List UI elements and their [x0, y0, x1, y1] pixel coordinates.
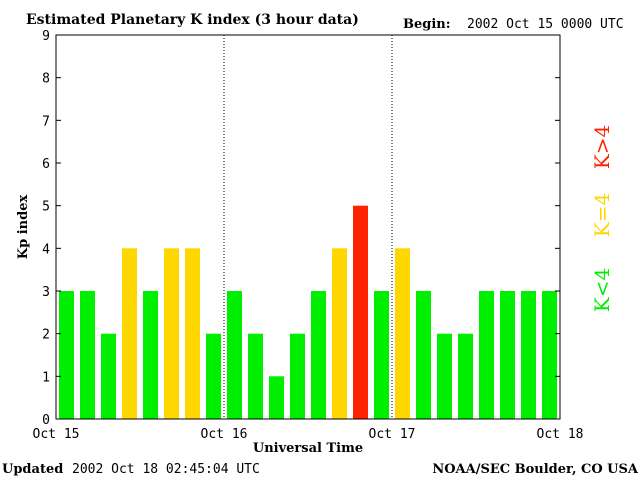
kp-bar: [332, 248, 347, 419]
kp-bar: [353, 205, 368, 419]
legend-high: K>4: [590, 125, 614, 169]
y-tick-label: 0: [42, 413, 50, 428]
kp-bar: [248, 333, 263, 419]
x-tick-label: Oct 15: [33, 427, 80, 442]
kp-bar: [416, 291, 431, 419]
y-axis-ticks: 0 1 2 3 4 5 6 7 8 9: [42, 29, 560, 428]
day-separators: [223, 35, 393, 419]
x-axis-title: Universal Time: [253, 441, 363, 456]
kp-bar: [185, 248, 200, 419]
y-tick-label: 5: [42, 200, 50, 215]
kp-bar: [80, 291, 95, 419]
y-tick-label: 8: [42, 72, 50, 87]
y-tick-label: 6: [42, 157, 50, 172]
x-axis-ticks: Oct 15 Oct 16 Oct 17 Oct 18: [33, 427, 584, 442]
plot-frame: [55, 34, 561, 420]
x-tick-label: Oct 17: [369, 427, 416, 442]
y-tick-label: 9: [42, 29, 50, 44]
kp-bar: [143, 291, 158, 419]
kp-bar: [395, 248, 410, 419]
y-tick-label: 1: [42, 370, 50, 385]
kp-bar: [479, 291, 494, 419]
kp-bar: [269, 376, 284, 419]
kp-bar: [290, 333, 305, 419]
source-credit: NOAA/SEC Boulder, CO USA: [432, 462, 639, 477]
x-tick-label: Oct 18: [537, 427, 584, 442]
y-tick-label: 7: [42, 114, 50, 129]
kp-bar: [542, 291, 557, 419]
y-axis-title: Kp index: [16, 195, 31, 260]
legend-low: K<4: [590, 268, 614, 312]
kp-bar: [374, 291, 389, 419]
bar-series: [59, 205, 557, 419]
legend-equal: K=4: [590, 193, 614, 237]
kp-bar: [59, 291, 74, 419]
kp-bar: [437, 333, 452, 419]
kp-bar: [164, 248, 179, 419]
y-tick-label: 4: [42, 242, 50, 257]
kp-bar: [521, 291, 536, 419]
kp-bar: [227, 291, 242, 419]
begin-label: Begin:: [403, 17, 451, 32]
y-tick-label: 3: [42, 285, 50, 300]
kp-bar: [500, 291, 515, 419]
begin-value: 2002 Oct 15 0000 UTC: [467, 17, 624, 32]
chart-title: Estimated Planetary K index (3 hour data…: [26, 12, 359, 28]
x-tick-label: Oct 16: [201, 427, 248, 442]
kp-bar: [122, 248, 137, 419]
kp-bar: [458, 333, 473, 419]
updated-label: Updated: [2, 462, 63, 477]
kp-bar: [206, 333, 221, 419]
kp-bar: [101, 333, 116, 419]
updated-value: 2002 Oct 18 02:45:04 UTC: [72, 462, 260, 477]
y-tick-label: 2: [42, 328, 50, 343]
kp-bar: [311, 291, 326, 419]
